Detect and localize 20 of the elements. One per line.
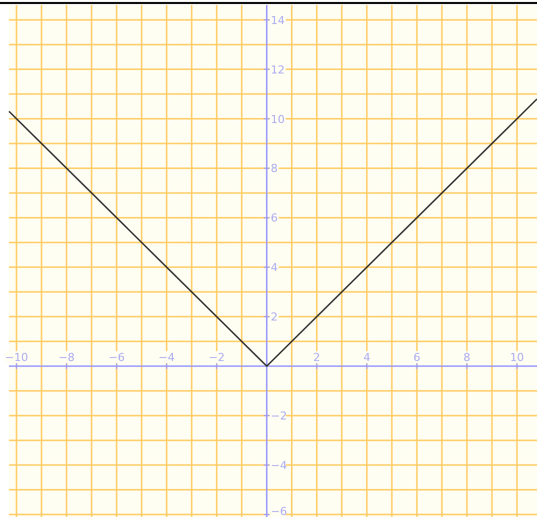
x-tick-label: −2 [208, 351, 225, 364]
y-tick-label: 14 [270, 14, 285, 27]
x-tick-label: −8 [58, 351, 75, 364]
y-tick-label: −2 [270, 410, 287, 423]
x-tick-label: 6 [413, 351, 420, 364]
x-tick-label: −10 [4, 351, 28, 364]
x-tick-label: 2 [313, 351, 320, 364]
y-tick-label: 10 [270, 112, 285, 126]
y-tick-label: 2 [270, 310, 278, 324]
y-tick-label: 4 [270, 261, 278, 274]
y-tick-label: 8 [270, 162, 278, 176]
x-tick-label: 8 [463, 351, 470, 364]
y-tick-label: 6 [270, 212, 278, 225]
y-tick-label: −4 [270, 459, 287, 472]
x-tick-label: −6 [108, 351, 125, 364]
y-tick-label: 12 [270, 63, 285, 76]
x-tick-label: −4 [158, 351, 175, 364]
x-tick-label: 4 [363, 351, 370, 364]
y-tick-label: −6 [270, 505, 287, 517]
x-tick-label: 10 [510, 351, 524, 364]
